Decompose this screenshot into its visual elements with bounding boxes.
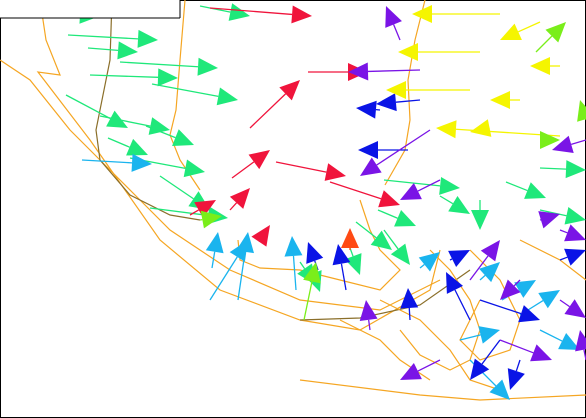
- blue-arrow: [376, 93, 421, 112]
- purple-arrow: [359, 300, 378, 331]
- blue-arrow: [448, 250, 470, 267]
- contour-line-right: [384, 0, 426, 186]
- green-arrow: [87, 41, 138, 60]
- blue-arrow: [400, 288, 419, 321]
- cyan-arrow: [284, 236, 303, 291]
- blue-arrow: [332, 244, 351, 291]
- yellow-arrow: [490, 91, 520, 109]
- blue-arrow: [356, 100, 381, 119]
- cyan-arrow: [205, 232, 224, 269]
- green-arrow: [145, 125, 194, 147]
- contour-line-mid: [169, 0, 201, 191]
- green-arrow: [439, 195, 470, 214]
- red-arrow: [229, 188, 250, 211]
- blue-arrow: [559, 248, 586, 266]
- orange-red-arrow: [341, 228, 359, 250]
- contour-line-loop-1: [399, 249, 481, 371]
- red-arrow: [251, 225, 270, 247]
- cyan-arrow: [81, 153, 152, 172]
- cyan-arrow: [459, 326, 500, 344]
- frame-notch: [0, 0, 180, 18]
- yellow-arrow: [386, 81, 470, 99]
- cyan-arrow: [209, 240, 248, 301]
- green-arrow: [107, 137, 148, 156]
- green-arrow: [67, 29, 158, 48]
- red-arrow: [275, 161, 346, 181]
- blue-arrow: [358, 141, 408, 159]
- green-arrow: [355, 221, 392, 250]
- purple-arrow: [400, 359, 441, 380]
- purple-arrow: [500, 279, 521, 300]
- purple-arrow: [348, 62, 421, 81]
- purple-arrow: [552, 135, 586, 153]
- green-arrow: [99, 115, 170, 135]
- contour-line-bottom: [299, 379, 586, 401]
- cyan-arrow: [539, 329, 580, 350]
- green-arrow: [89, 68, 178, 87]
- purple-arrow: [538, 211, 560, 229]
- arrow-glyphs: [37, 3, 586, 400]
- yellow-arrow: [500, 21, 541, 40]
- lime-arrow: [535, 22, 566, 53]
- blue-arrow: [479, 299, 540, 323]
- yellow-arrow: [398, 43, 480, 61]
- lime-arrow: [303, 262, 321, 321]
- red-arrow: [249, 80, 300, 129]
- blue-arrow: [507, 359, 525, 390]
- red-arrow: [231, 150, 270, 179]
- red-arrow: [329, 181, 400, 208]
- green-arrow: [505, 181, 546, 199]
- purple-arrow: [559, 224, 586, 242]
- lime-arrow: [199, 210, 222, 229]
- green-arrow: [383, 229, 410, 265]
- green-arrow: [151, 83, 238, 106]
- green-arrow: [539, 206, 586, 225]
- yellow-arrow: [530, 57, 560, 75]
- yellow-arrow: [412, 5, 500, 23]
- green-arrow: [539, 160, 586, 179]
- purple-arrow: [559, 299, 586, 318]
- green-arrow: [377, 209, 416, 227]
- contour-line-outer-left: [36, 0, 441, 331]
- cyan-arrow: [418, 252, 440, 272]
- lime-arrow: [540, 131, 560, 149]
- yellow-arrow: [470, 119, 492, 137]
- contour-line-olive-2: [299, 269, 471, 321]
- purple-arrow: [400, 179, 441, 200]
- contour-line-loop-4: [379, 299, 501, 391]
- red-arrow: [189, 200, 216, 218]
- purple-arrow: [385, 6, 402, 41]
- purple-arrow: [499, 339, 552, 362]
- purple-arrow: [469, 240, 500, 281]
- purple-arrow: [360, 129, 431, 176]
- green-arrow: [119, 57, 218, 76]
- cyan-arrow: [479, 262, 500, 283]
- contour-line-olive: [95, 0, 201, 221]
- blue-arrow: [446, 272, 471, 321]
- blue-arrow: [470, 339, 501, 380]
- green-arrow: [471, 200, 489, 230]
- contour-line-orange-2: [0, 59, 441, 311]
- red-arrow: [209, 5, 312, 24]
